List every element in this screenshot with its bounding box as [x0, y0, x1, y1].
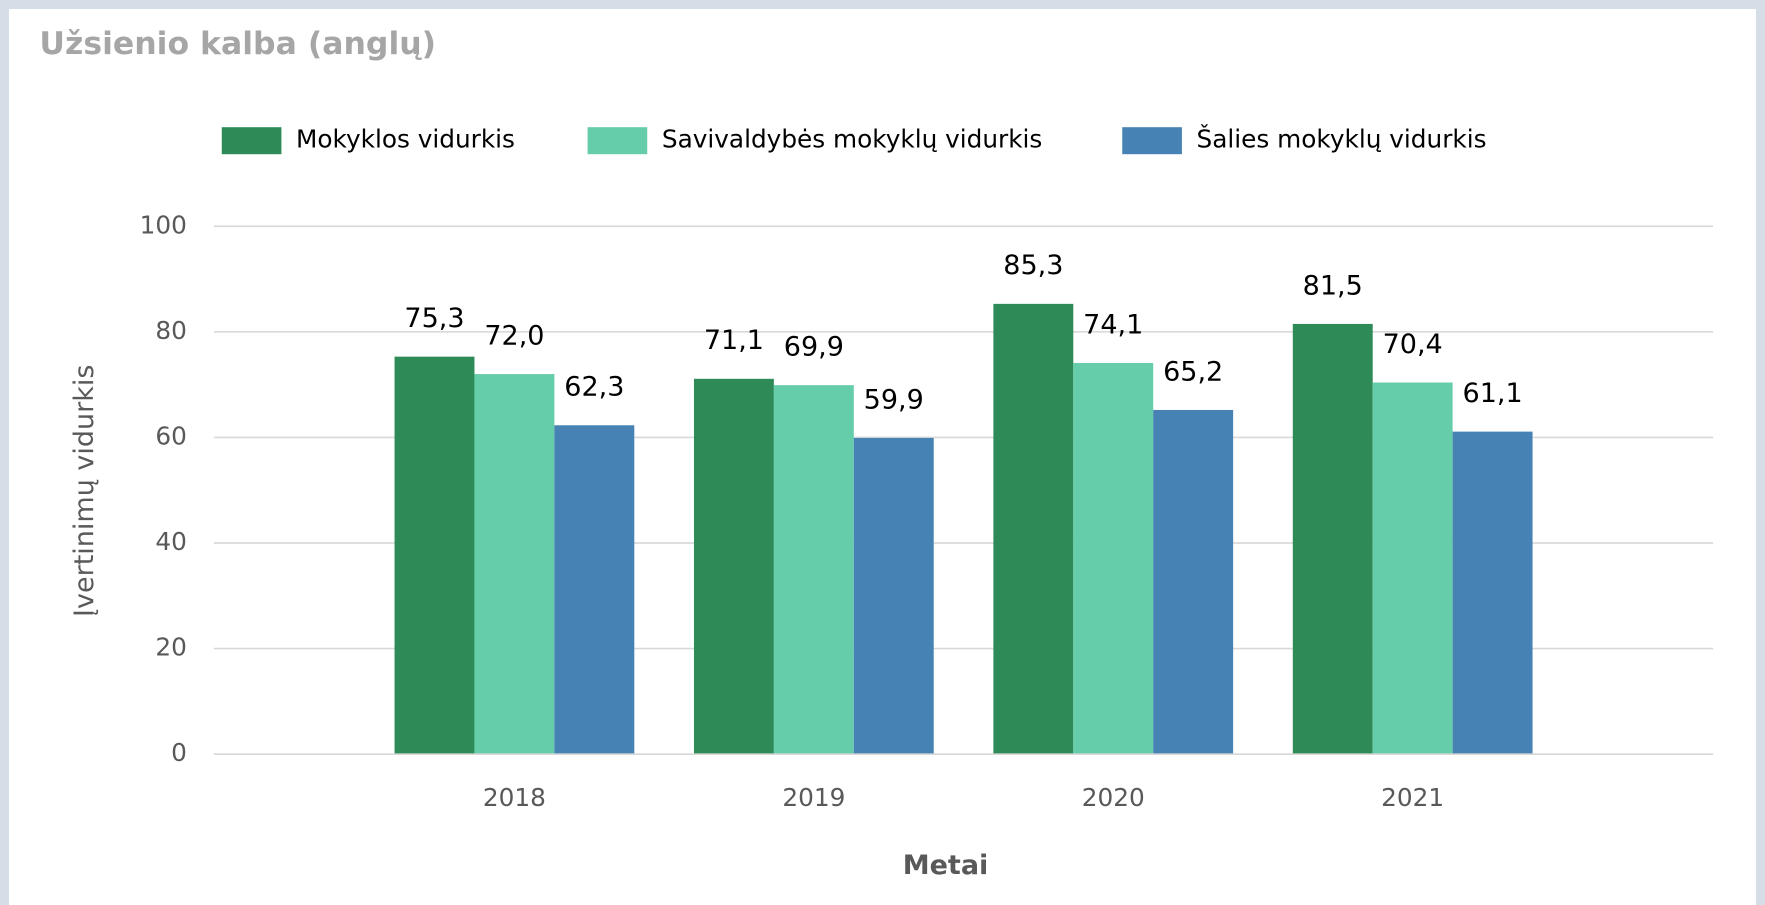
- bar: [1292, 323, 1373, 755]
- bar: [1073, 362, 1154, 755]
- data-label: 65,2: [1163, 356, 1223, 387]
- legend-label: Mokyklos vidurkis: [296, 125, 515, 154]
- bar: [474, 374, 555, 755]
- data-label: 71,1: [704, 325, 764, 356]
- legend-swatch: [587, 127, 648, 155]
- y-tick-label: 100: [140, 210, 187, 239]
- data-label: 62,3: [564, 372, 624, 403]
- bar: [1153, 409, 1234, 755]
- data-label: 70,4: [1383, 329, 1443, 360]
- legend-swatch: [1122, 127, 1182, 155]
- data-label: 74,1: [1083, 309, 1143, 340]
- data-label: 72,0: [484, 320, 544, 351]
- y-axis-label: Įvertinimų vidurkis: [69, 365, 100, 617]
- y-tick-label: 0: [171, 738, 187, 767]
- y-tick-label: 60: [155, 421, 187, 450]
- data-label: 81,5: [1303, 270, 1363, 301]
- bar: [1452, 431, 1533, 755]
- y-tick-label: 40: [155, 527, 187, 556]
- bar: [853, 437, 934, 755]
- data-label: 69,9: [784, 332, 844, 363]
- data-label: 59,9: [864, 384, 924, 415]
- legend-label: Šalies mokyklų vidurkis: [1197, 124, 1487, 154]
- bar: [554, 425, 635, 755]
- data-label: 75,3: [404, 303, 464, 334]
- x-tick-label: 2018: [483, 783, 546, 812]
- x-tick-label: 2020: [1082, 783, 1145, 812]
- legend-label: Savivaldybės mokyklų vidurkis: [662, 125, 1042, 154]
- y-tick-label: 80: [155, 316, 187, 345]
- data-label: 85,3: [1003, 250, 1063, 281]
- x-tick-label: 2019: [782, 783, 845, 812]
- y-tick-label: 20: [155, 633, 187, 662]
- bar: [1372, 382, 1453, 755]
- legend-swatch: [221, 127, 282, 155]
- x-tick-label: 2021: [1381, 783, 1444, 812]
- chart-title: Užsienio kalba (anglų): [39, 26, 436, 62]
- bar: [993, 303, 1074, 755]
- bar: [394, 356, 475, 755]
- x-axis-label: Metai: [903, 850, 989, 881]
- bar: [773, 385, 854, 755]
- bar: [693, 378, 774, 755]
- data-label: 61,1: [1463, 378, 1523, 409]
